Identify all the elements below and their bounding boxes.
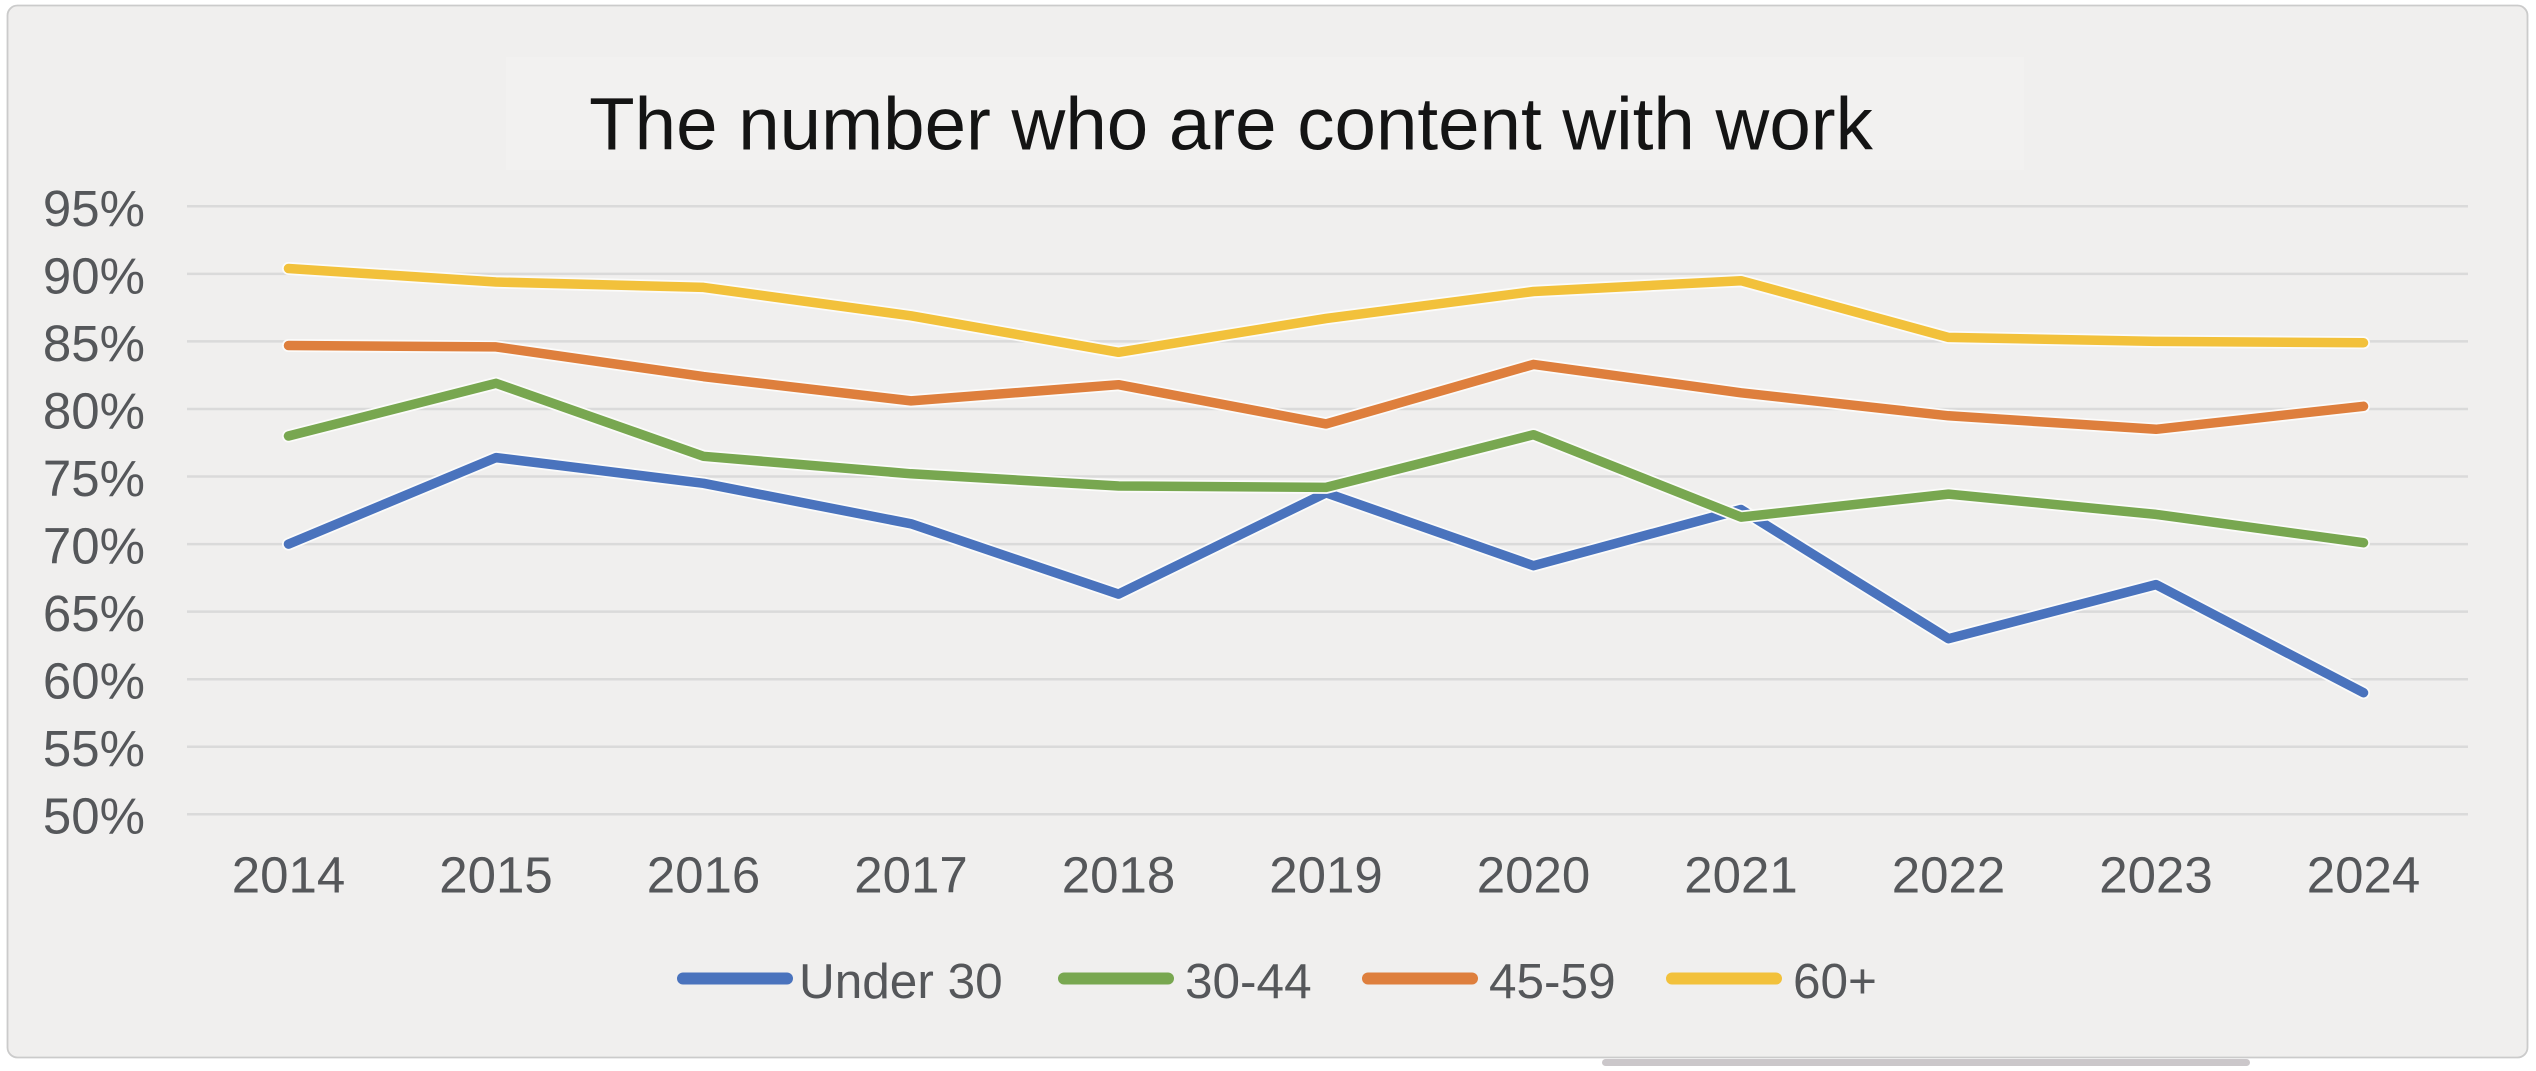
svg-text:90%: 90% bbox=[43, 248, 145, 305]
svg-text:2020: 2020 bbox=[1477, 847, 1590, 904]
svg-text:60%: 60% bbox=[43, 653, 145, 710]
svg-text:Under 30: Under 30 bbox=[799, 954, 1003, 1009]
svg-text:45-59: 45-59 bbox=[1489, 954, 1616, 1009]
svg-text:85%: 85% bbox=[43, 315, 145, 372]
svg-text:2018: 2018 bbox=[1062, 847, 1175, 904]
svg-text:65%: 65% bbox=[43, 585, 145, 642]
svg-text:2022: 2022 bbox=[1892, 847, 2005, 904]
svg-text:2015: 2015 bbox=[439, 847, 552, 904]
svg-text:95%: 95% bbox=[43, 180, 145, 237]
svg-text:70%: 70% bbox=[43, 518, 145, 575]
svg-text:2023: 2023 bbox=[2099, 847, 2212, 904]
svg-text:The number who are content wit: The number who are content with work bbox=[589, 83, 1873, 166]
svg-text:50%: 50% bbox=[43, 788, 145, 845]
svg-text:2016: 2016 bbox=[647, 847, 760, 904]
svg-text:2014: 2014 bbox=[232, 847, 345, 904]
svg-text:75%: 75% bbox=[43, 450, 145, 507]
svg-text:2017: 2017 bbox=[854, 847, 967, 904]
svg-text:60+: 60+ bbox=[1793, 954, 1877, 1009]
svg-text:55%: 55% bbox=[43, 720, 145, 777]
svg-text:2024: 2024 bbox=[2307, 847, 2420, 904]
svg-text:2019: 2019 bbox=[1269, 847, 1382, 904]
svg-text:30-44: 30-44 bbox=[1185, 954, 1312, 1009]
svg-text:2021: 2021 bbox=[1684, 847, 1797, 904]
svg-text:80%: 80% bbox=[43, 383, 145, 440]
